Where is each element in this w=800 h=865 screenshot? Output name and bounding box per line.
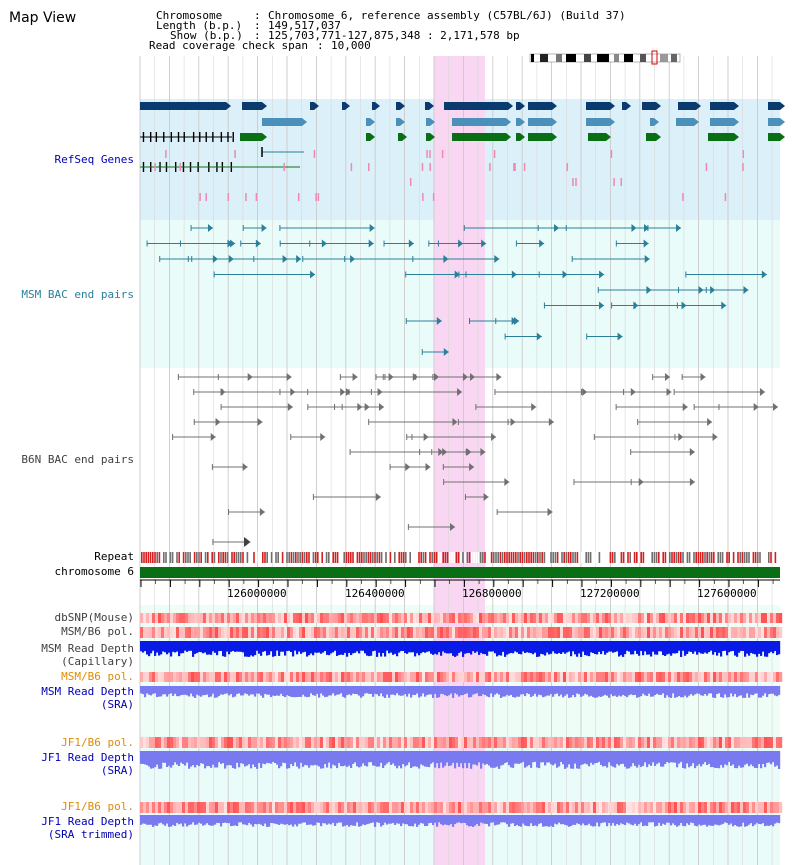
chromosome-value: Chromosome 6, reference assembly (C57BL/… [268,9,626,22]
axis-tick-label: 127200000 [580,587,640,600]
track-label-msm-depth-sra-1[interactable]: MSM Read Depth [41,685,134,698]
chromosome-key: Chromosome [156,9,223,22]
axis-tick-label: 127600000 [697,587,757,600]
length-value: 149,517,037 [268,19,341,32]
page-title: Map View [9,10,77,26]
track-label-chromosome[interactable]: chromosome 6 [54,565,134,578]
coverage-key: Read coverage check span [149,39,308,52]
track-label-b6n-bac[interactable]: B6N BAC end pairs [21,453,134,466]
track-label-jf1-depth-sra-1[interactable]: JF1 Read Depth [41,751,134,764]
track-label-jf1-depth-sra-2[interactable]: (SRA) [100,764,134,777]
chromosome-ideogram[interactable] [529,50,681,65]
repeat-track[interactable] [141,552,779,563]
axis-tick-label: 126800000 [462,587,522,600]
track-label-jf1-depth-trim-1[interactable]: JF1 Read Depth [41,815,134,828]
track-label-refseq[interactable]: RefSeq Genes [54,153,134,166]
selection-highlight[interactable] [434,56,485,865]
show-key: Show (b.p.) [170,29,243,42]
refseq-gene-features[interactable] [140,102,785,201]
track-label-msm-depth-cap-1[interactable]: MSM Read Depth [41,642,134,655]
position-axis [140,579,780,587]
track-label-msm-depth-sra-2[interactable]: (SRA) [100,698,134,711]
track-label-msm-b6-pol-1[interactable]: MSM/B6 pol. [61,625,134,638]
track-label-jf1-b6-pol-2[interactable]: JF1/B6 pol. [61,800,134,813]
polymorphism-heat-tracks[interactable] [140,613,783,827]
track-label-repeat[interactable]: Repeat [94,550,134,563]
track-label-msm-depth-cap-2[interactable]: (Capillary) [61,655,134,668]
track-label-jf1-depth-trim-2[interactable]: (SRA trimmed) [47,828,134,841]
track-label-dbsnp[interactable]: dbSNP(Mouse) [54,611,134,624]
chromosome-bar[interactable] [140,567,780,578]
show-colon: : [254,29,261,42]
track-label-jf1-b6-pol-1[interactable]: JF1/B6 pol. [61,736,134,749]
coverage-colon: : [317,39,324,52]
track-label-msm-b6-pol-2[interactable]: MSM/B6 pol. [61,670,134,683]
b6n-bac-features[interactable] [172,373,778,547]
track-label-msm-bac[interactable]: MSM BAC end pairs [21,288,134,301]
chromosome-colon: : [254,9,261,22]
msm-bac-features[interactable] [146,224,767,356]
length-colon: : [254,19,261,32]
length-key: Length (b.p.) [156,19,243,32]
axis-tick-label: 126000000 [227,587,287,600]
show-value: 125,703,771-127,875,348 : 2,171,578 bp [268,29,520,42]
coverage-value: 10,000 [331,39,371,52]
axis-tick-label: 126400000 [345,587,405,600]
grid-lines [139,56,773,865]
